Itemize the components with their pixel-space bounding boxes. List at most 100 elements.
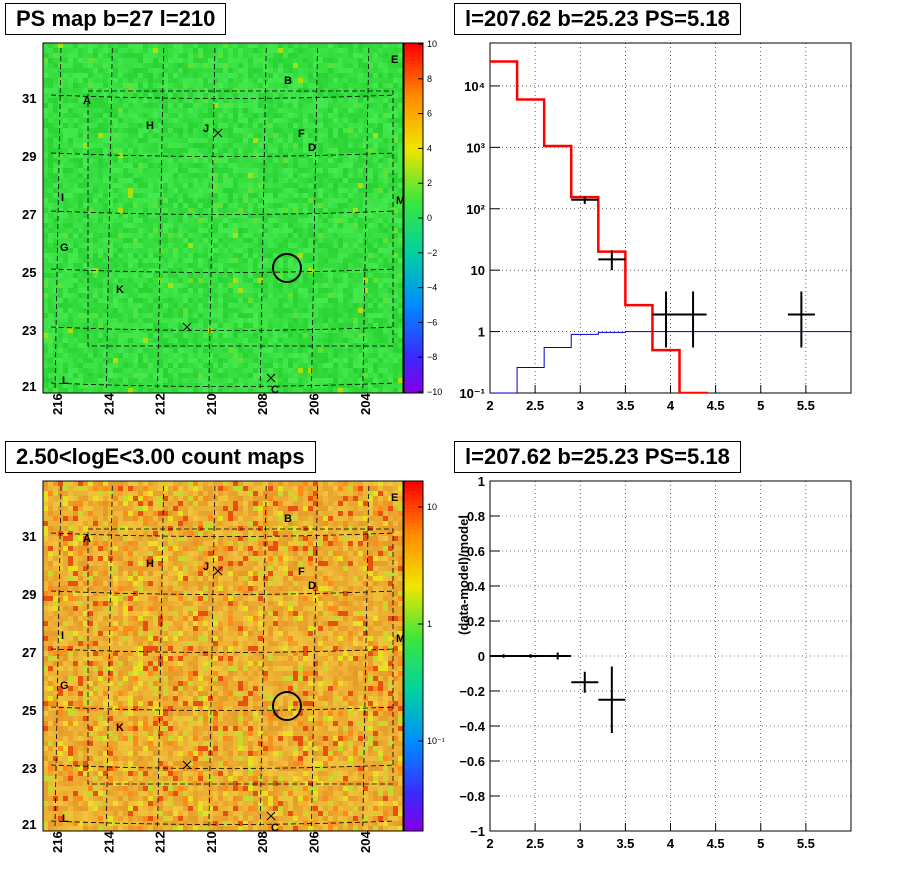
map-top-pixel — [323, 283, 329, 289]
map-top-pixel — [338, 203, 344, 209]
map-top-pixel — [358, 358, 364, 364]
map-top-pixel — [163, 268, 169, 274]
map-top-pixel — [388, 298, 394, 304]
map-top-pixel — [328, 278, 334, 284]
map-top-pixel — [158, 58, 164, 64]
map-top-pixel — [338, 113, 344, 119]
map-top-pixel — [368, 53, 374, 59]
map-top-pixel — [393, 173, 399, 179]
map-top-pixel — [338, 153, 344, 159]
map-top-pixel — [393, 278, 399, 284]
map-top-pixel — [358, 108, 364, 114]
map-top-pixel — [43, 108, 49, 114]
map-top-pixel — [318, 248, 324, 254]
map-top-pixel — [363, 313, 369, 319]
map-top-pixel — [213, 108, 219, 114]
map-top-pixel — [153, 68, 159, 74]
map-top-pixel — [368, 378, 374, 384]
map-top-pixel — [158, 323, 164, 329]
map-top-pixel — [78, 338, 84, 344]
map-top-pixel — [323, 203, 329, 209]
map-top-pixel — [183, 218, 189, 224]
map-top-pixel — [88, 358, 94, 364]
map-top-pixel — [373, 173, 379, 179]
map-top-pixel — [188, 233, 194, 239]
map-top-pixel — [218, 148, 224, 154]
map-top-pixel — [318, 143, 324, 149]
map-top-pixel — [78, 378, 84, 384]
map-top-pixel — [263, 293, 269, 299]
map-top-pixel — [58, 288, 64, 294]
map-top-pixel — [323, 273, 329, 279]
map-top-pixel — [373, 228, 379, 234]
map-top-pixel — [268, 83, 274, 89]
map-top-pixel — [113, 128, 119, 134]
map-top-pixel — [48, 303, 54, 309]
map-top-pixel — [363, 373, 369, 379]
map-top-pixel — [128, 143, 134, 149]
map-top-pixel — [293, 263, 299, 269]
map-top-pixel — [183, 303, 189, 309]
map-top-pixel — [393, 58, 399, 64]
map-top-pixel — [153, 218, 159, 224]
map-top-pixel — [338, 238, 344, 244]
map-top-pixel — [68, 208, 74, 214]
map-top-pixel — [83, 213, 89, 219]
map-top-pixel — [173, 268, 179, 274]
map-top-pixel — [268, 358, 274, 364]
map-top-pixel — [73, 258, 79, 264]
map-top-pixel — [228, 323, 234, 329]
map-top-pixel — [258, 98, 264, 104]
map-top-pixel — [383, 378, 389, 384]
map-top-pixel — [243, 223, 249, 229]
map-top-pixel — [343, 338, 349, 344]
map-top-pixel — [193, 258, 199, 264]
map-top-pixel — [213, 228, 219, 234]
map-top-pixel — [53, 293, 59, 299]
map-top-pixel — [133, 288, 139, 294]
map-top-pixel — [228, 318, 234, 324]
map-top-pixel — [323, 228, 329, 234]
map-top-pixel — [63, 138, 69, 144]
map-top-pixel — [198, 173, 204, 179]
map-top-pixel — [193, 188, 199, 194]
map-top-pixel — [333, 318, 339, 324]
map-top-pixel — [133, 233, 139, 239]
map-top-pixel — [208, 108, 214, 114]
map-top-pixel — [308, 118, 314, 124]
map-top-pixel — [233, 288, 239, 294]
map-top-pixel — [203, 98, 209, 104]
map-top-pixel — [363, 278, 369, 284]
map-top-pixel — [378, 223, 384, 229]
map-top-pixel — [98, 153, 104, 159]
map-top-pixel — [218, 168, 224, 174]
map-top-pixel — [248, 218, 254, 224]
map-top-pixel — [243, 193, 249, 199]
map-top-pixel — [308, 363, 314, 369]
map-top-pixel — [373, 383, 379, 389]
map-top-pixel — [348, 83, 354, 89]
map-top-pixel — [393, 128, 399, 134]
map-top-pixel — [313, 113, 319, 119]
map-top-pixel — [308, 323, 314, 329]
map-top-pixel — [253, 133, 259, 139]
map-top-pixel — [178, 138, 184, 144]
map-top-pixel — [308, 148, 314, 154]
map-top-pixel — [203, 358, 209, 364]
map-top-pixel — [283, 168, 289, 174]
map-top-pixel — [198, 93, 204, 99]
map-top-pixel — [123, 108, 129, 114]
map-top-pixel — [128, 373, 134, 379]
map-top-pixel — [343, 98, 349, 104]
map-top-pixel — [298, 173, 304, 179]
map-top-pixel — [128, 68, 134, 74]
map-top-pixel — [78, 138, 84, 144]
map-top-pixel — [153, 323, 159, 329]
map-top-pixel — [108, 288, 114, 294]
map-top-pixel — [338, 258, 344, 264]
map-top-pixel — [83, 338, 89, 344]
map-top-pixel — [243, 88, 249, 94]
map-top-pixel — [98, 43, 104, 49]
map-top-pixel — [83, 108, 89, 114]
map-top-pixel — [178, 283, 184, 289]
